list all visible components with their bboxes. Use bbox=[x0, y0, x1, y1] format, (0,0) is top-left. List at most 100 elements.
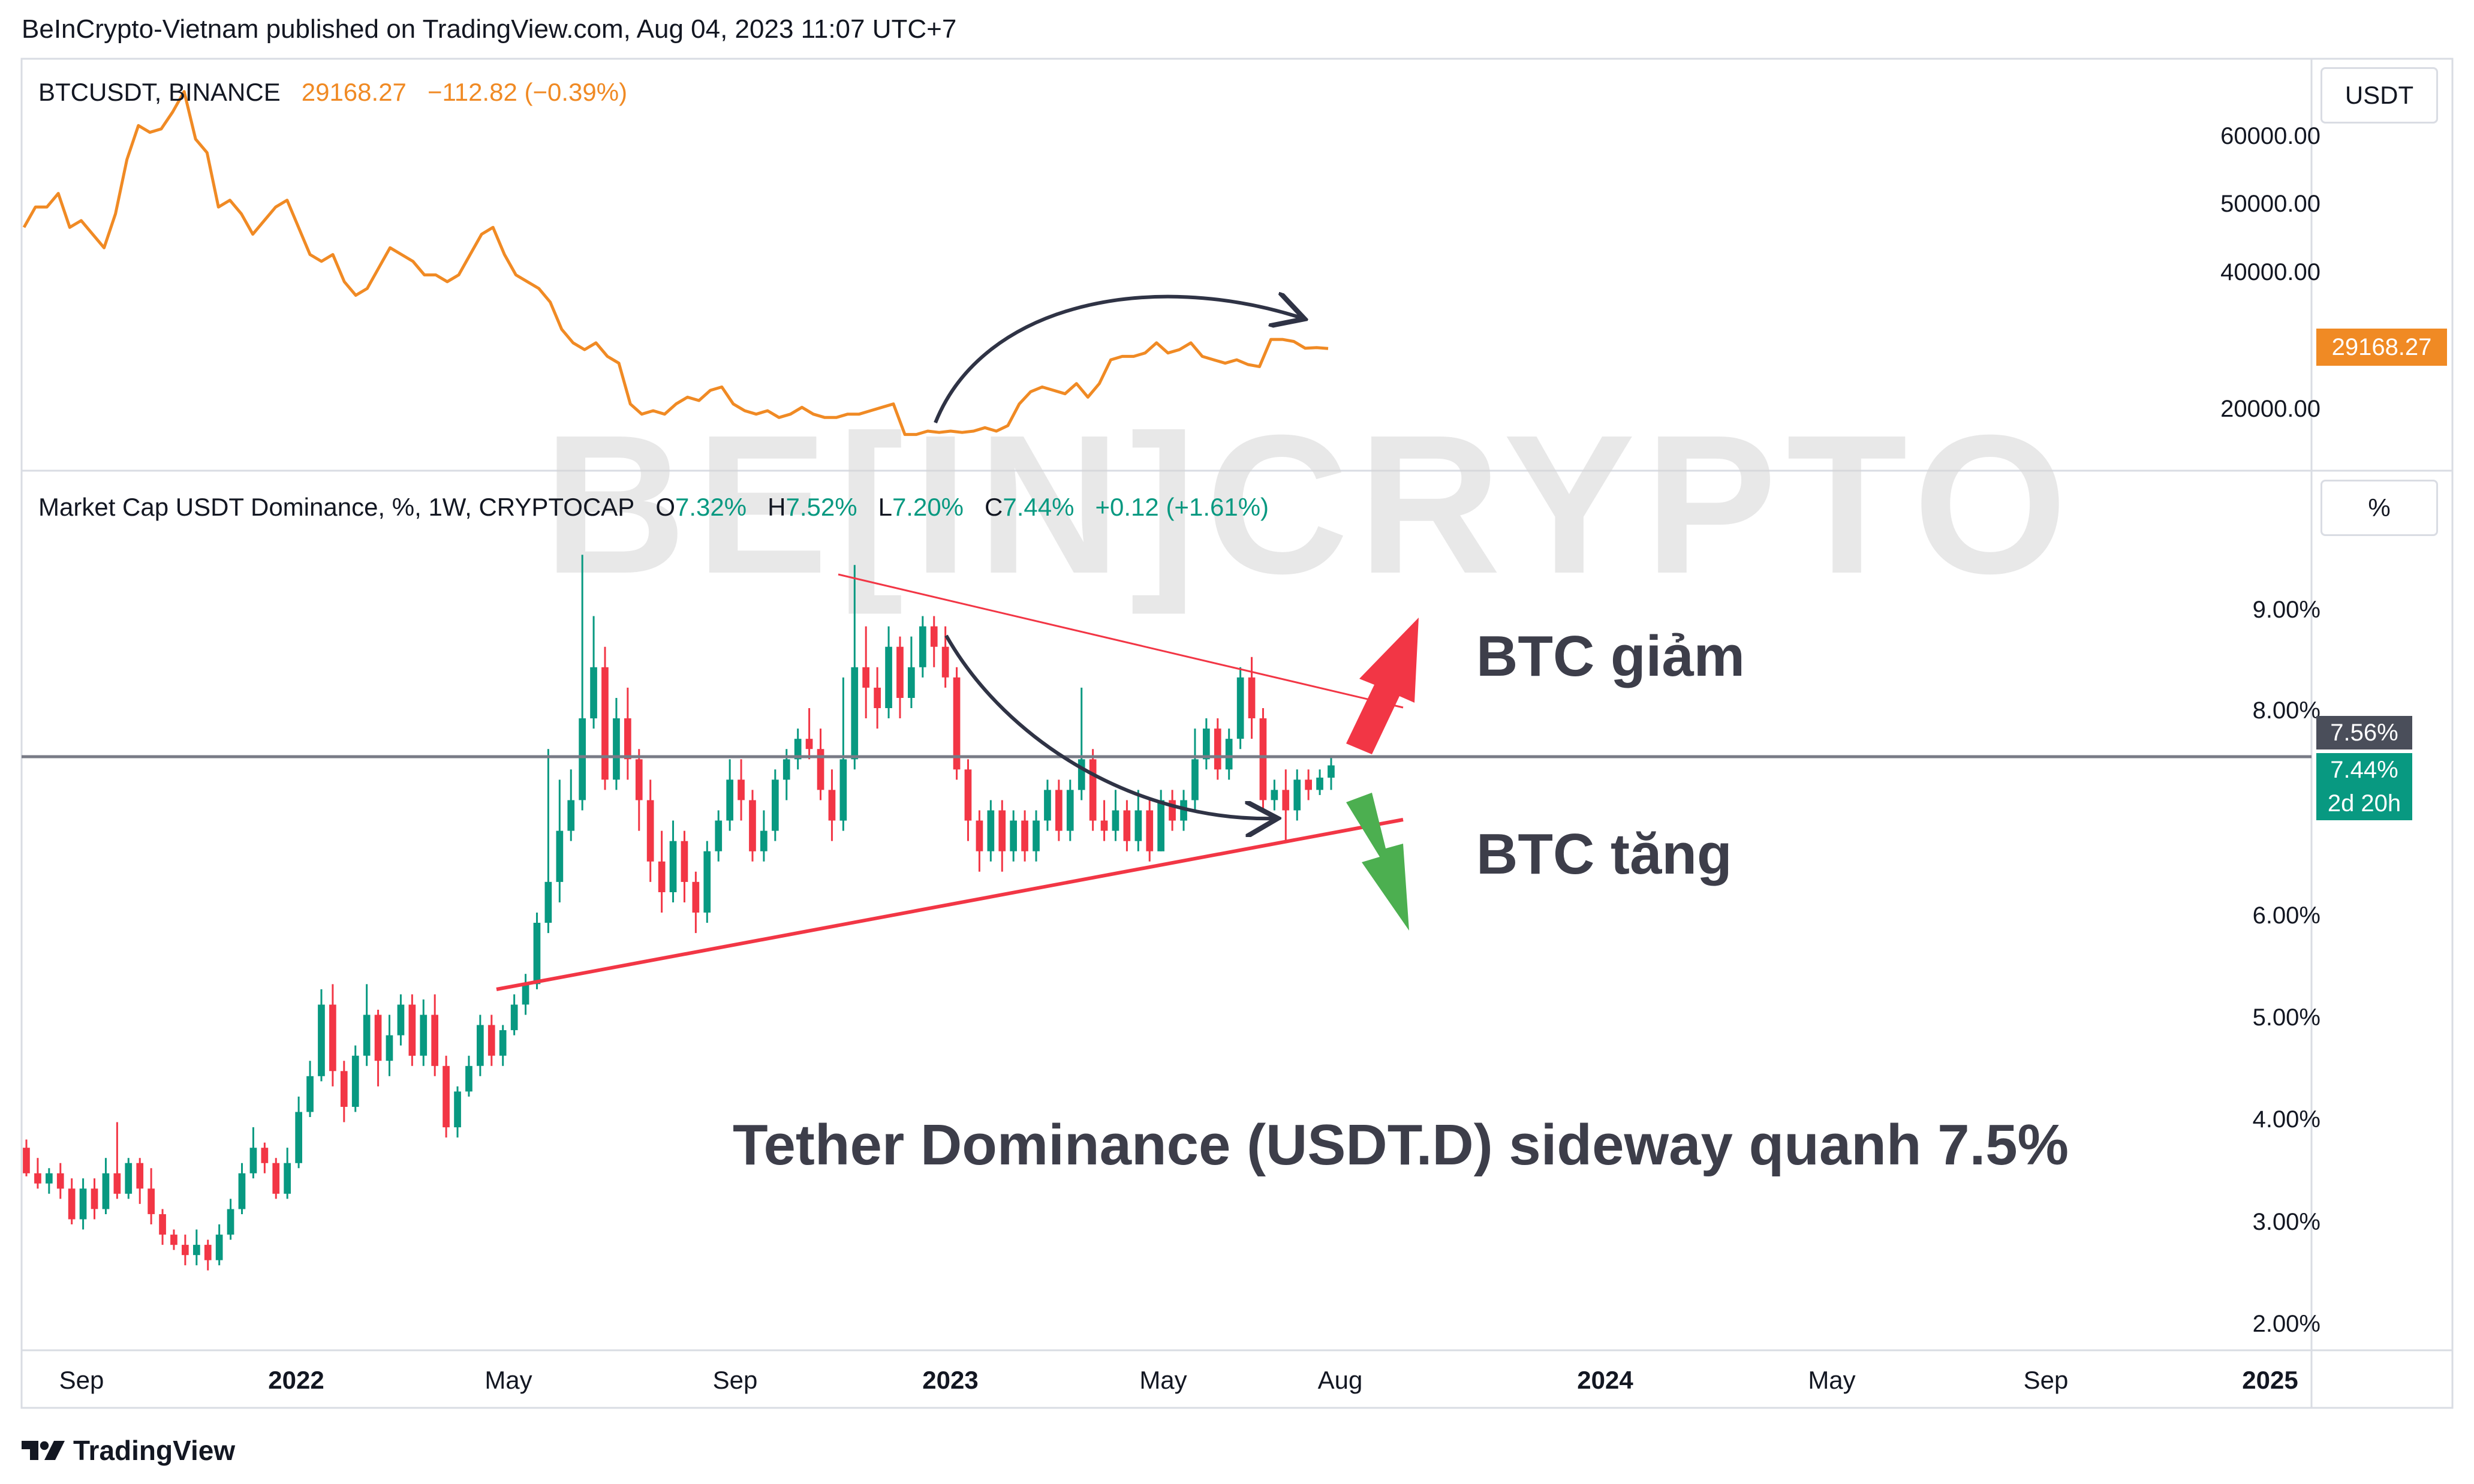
candle-body bbox=[136, 1163, 144, 1189]
candle bbox=[862, 626, 869, 719]
candle bbox=[102, 1158, 110, 1214]
candle-body bbox=[56, 1173, 64, 1189]
candle bbox=[454, 1086, 461, 1138]
x-tick: May bbox=[1808, 1366, 1856, 1394]
x-tick: Sep bbox=[2023, 1366, 2069, 1394]
candle-body bbox=[692, 881, 700, 913]
candle-body bbox=[499, 1030, 507, 1056]
candle-body bbox=[760, 830, 768, 851]
candle-body bbox=[454, 1091, 461, 1128]
candle bbox=[386, 1015, 393, 1076]
dom-y-tick: 6.00% bbox=[2252, 902, 2320, 929]
candle-body bbox=[646, 800, 654, 862]
last-value-tag: 7.44% 2d 20h bbox=[2316, 753, 2412, 820]
candle bbox=[56, 1163, 64, 1199]
candle-body bbox=[1055, 790, 1063, 831]
candle bbox=[1157, 790, 1164, 851]
candle-body bbox=[261, 1148, 269, 1163]
candle-body bbox=[828, 790, 836, 821]
candle-body bbox=[590, 667, 597, 719]
candle bbox=[1021, 810, 1028, 862]
candle-body bbox=[79, 1188, 87, 1220]
candle-body bbox=[1146, 810, 1154, 851]
candle bbox=[817, 729, 824, 800]
x-tick: 2024 bbox=[1577, 1366, 1633, 1394]
candle-body bbox=[862, 667, 869, 688]
candle bbox=[590, 616, 597, 729]
candle-body bbox=[941, 646, 949, 678]
candle-body bbox=[556, 830, 564, 882]
candle-body bbox=[1169, 800, 1176, 821]
candle bbox=[976, 810, 983, 872]
candle-body bbox=[284, 1163, 291, 1194]
candle-body bbox=[987, 810, 995, 851]
candle bbox=[249, 1127, 257, 1179]
candle-body bbox=[148, 1188, 155, 1214]
candle bbox=[125, 1158, 133, 1199]
candle bbox=[148, 1168, 155, 1225]
candle bbox=[1089, 749, 1097, 831]
candle-body bbox=[930, 626, 938, 647]
candle-body bbox=[544, 881, 552, 923]
candle bbox=[658, 830, 666, 913]
candle bbox=[499, 1025, 507, 1066]
candle bbox=[238, 1163, 246, 1214]
candle-body bbox=[91, 1188, 98, 1209]
candle-body bbox=[908, 667, 915, 698]
candle bbox=[1271, 779, 1278, 811]
tradingview-brand: TradingView bbox=[73, 1435, 236, 1466]
candle bbox=[772, 769, 779, 841]
candle-body bbox=[715, 820, 723, 851]
candle bbox=[295, 1096, 302, 1169]
candle-body bbox=[896, 646, 904, 698]
candle-body bbox=[386, 1035, 393, 1061]
countdown: 2d 20h bbox=[2327, 790, 2401, 817]
candle-body bbox=[681, 841, 688, 882]
candle-body bbox=[749, 800, 756, 851]
candle bbox=[1055, 779, 1063, 841]
candle-body bbox=[772, 779, 779, 831]
currency-button[interactable]: USDT bbox=[2320, 67, 2438, 124]
c-value: 7.44% bbox=[1003, 493, 1075, 521]
candle-body bbox=[613, 718, 620, 780]
candle bbox=[193, 1229, 200, 1266]
green-down-arrow-icon bbox=[1346, 793, 1409, 931]
candle bbox=[1078, 687, 1085, 800]
candle-body bbox=[658, 861, 666, 892]
candle bbox=[1214, 718, 1221, 780]
unit-button[interactable]: % bbox=[2320, 480, 2438, 536]
candle bbox=[715, 810, 723, 862]
candle-body bbox=[1010, 820, 1017, 851]
candle bbox=[1259, 708, 1267, 811]
candle bbox=[91, 1178, 98, 1220]
tradingview-footer[interactable]: TradingView bbox=[22, 1434, 235, 1467]
candle-body bbox=[851, 667, 859, 760]
drawing-tools bbox=[22, 297, 2312, 991]
candle-body bbox=[113, 1173, 121, 1194]
last-value: 7.44% bbox=[2330, 757, 2398, 783]
candle-body bbox=[1282, 790, 1290, 811]
candle bbox=[487, 1015, 495, 1066]
candle bbox=[431, 994, 438, 1076]
candle bbox=[363, 984, 371, 1066]
change-value: +0.12 (+1.61%) bbox=[1095, 493, 1269, 521]
candle-body bbox=[431, 1015, 438, 1066]
candle bbox=[1248, 657, 1256, 739]
candle bbox=[919, 616, 926, 678]
curved-arrow-btc bbox=[934, 297, 1301, 424]
candle bbox=[46, 1168, 53, 1194]
candle-body bbox=[363, 1015, 371, 1056]
btc-legend: BTCUSDT, BINANCE 29168.27 −112.82 (−0.39… bbox=[38, 78, 627, 107]
candle bbox=[522, 974, 529, 1015]
candle-body bbox=[272, 1163, 280, 1194]
candle bbox=[1328, 757, 1335, 790]
candle-body bbox=[487, 1025, 495, 1056]
candle-body bbox=[1021, 820, 1028, 851]
dom-y-tick: 5.00% bbox=[2252, 1004, 2320, 1031]
candle bbox=[601, 646, 609, 790]
candle bbox=[953, 667, 961, 780]
candle bbox=[646, 779, 654, 882]
candle-body bbox=[953, 677, 961, 770]
candlestick-series bbox=[23, 555, 1335, 1271]
